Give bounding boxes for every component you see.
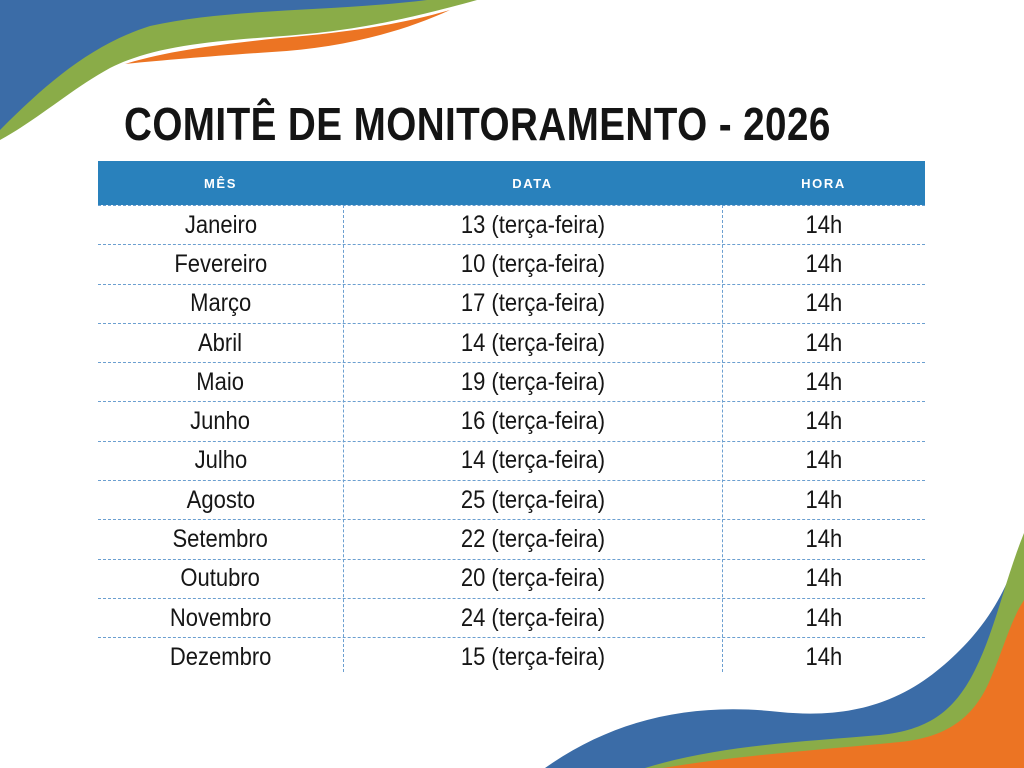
table-row: Dezembro 15 (terça-feira) 14h [98, 637, 925, 676]
date-cell: 19 (terça-feira) [343, 367, 722, 396]
date-cell-text: 10 (terça-feira) [460, 249, 605, 278]
time-cell: 14h [722, 409, 925, 434]
date-cell: 14 (terça-feira) [343, 448, 722, 473]
time-cell-text: 14h [805, 525, 842, 554]
time-cell: 14h [722, 566, 925, 591]
month-cell-text: Abril [198, 328, 243, 357]
month-cell-text: Novembro [169, 603, 272, 632]
time-cell-text: 14h [805, 407, 842, 436]
date-cell-text: 22 (terça-feira) [460, 525, 605, 554]
time-cell-text: 14h [805, 249, 842, 278]
month-cell-text: Dezembro [169, 642, 272, 671]
date-cell-text: 24 (terça-feira) [460, 603, 605, 632]
month-cell-text: Junho [190, 407, 251, 436]
month-cell: Janeiro [98, 210, 343, 239]
column-header-time: HORA [801, 175, 846, 191]
month-cell-text: Outubro [180, 564, 261, 593]
time-cell: 14h [722, 328, 925, 357]
date-cell: 10 (terça-feira) [343, 249, 722, 278]
time-cell: 14h [722, 291, 925, 316]
month-cell: Março [98, 291, 343, 316]
time-cell: 14h [722, 448, 925, 473]
date-cell-text: 25 (terça-feira) [460, 485, 605, 514]
column-divider-1 [343, 205, 344, 672]
month-cell: Fevereiro [98, 249, 343, 278]
month-cell-text: Julho [194, 446, 247, 475]
month-cell: Setembro [98, 527, 343, 552]
table-header-row: MÊS DATA HORA [98, 161, 925, 205]
time-cell-text: 14h [805, 328, 842, 357]
month-cell-text: Fevereiro [174, 249, 267, 278]
date-cell-text: 16 (terça-feira) [460, 407, 605, 436]
month-cell-text: Agosto [186, 485, 255, 514]
table-body: Janeiro 13 (terça-feira) 14h Fevereiro 10 (t… [98, 205, 925, 677]
time-cell: 14h [722, 642, 925, 671]
month-cell: Julho [98, 448, 343, 473]
page-title: COMITÊ DE MONITORAMENTO - 2026 [124, 98, 831, 150]
date-cell: 22 (terça-feira) [343, 527, 722, 552]
date-cell: 24 (terça-feira) [343, 603, 722, 632]
time-cell-text: 14h [805, 564, 842, 593]
time-cell: 14h [722, 367, 925, 396]
date-cell: 14 (terça-feira) [343, 328, 722, 357]
time-cell-text: 14h [805, 367, 842, 396]
month-cell: Maio [98, 367, 343, 396]
column-header-date: DATA [512, 175, 553, 191]
table-row: Novembro 24 (terça-feira) 14h [98, 597, 925, 637]
time-cell: 14h [722, 210, 925, 239]
date-cell-text: 15 (terça-feira) [460, 642, 605, 671]
time-cell-text: 14h [805, 446, 842, 475]
table-row: Setembro 22 (terça-feira) 14h [98, 519, 925, 558]
date-cell-text: 17 (terça-feira) [460, 289, 605, 318]
schedule-table: MÊS DATA HORA Janeiro 13 (terça-feira) 14h… [98, 161, 925, 677]
date-cell-text: 14 (terça-feira) [460, 328, 605, 357]
time-cell-text: 14h [805, 485, 842, 514]
time-cell-text: 14h [805, 210, 842, 239]
date-cell: 20 (terça-feira) [343, 566, 722, 591]
month-cell: Dezembro [98, 642, 343, 671]
month-cell: Junho [98, 409, 343, 434]
time-cell-text: 14h [805, 642, 842, 671]
table-row: Fevereiro 10 (terça-feira) 14h [98, 244, 925, 283]
month-cell: Agosto [98, 485, 343, 514]
month-cell-text: Março [189, 289, 252, 318]
month-cell: Abril [98, 328, 343, 357]
column-header-month: MÊS [204, 175, 237, 191]
date-cell: 13 (terça-feira) [343, 210, 722, 239]
date-cell: 25 (terça-feira) [343, 485, 722, 514]
date-cell-text: 14 (terça-feira) [460, 446, 605, 475]
table-row: Maio 19 (terça-feira) 14h [98, 362, 925, 401]
date-cell: 16 (terça-feira) [343, 409, 722, 434]
month-cell-text: Setembro [172, 525, 269, 554]
date-cell-text: 20 (terça-feira) [460, 564, 605, 593]
table-row: Junho 16 (terça-feira) 14h [98, 401, 925, 440]
time-cell-text: 14h [805, 603, 842, 632]
table-row: Março 17 (terça-feira) 14h [98, 283, 925, 323]
table-row: Outubro 20 (terça-feira) 14h [98, 558, 925, 598]
time-cell: 14h [722, 603, 925, 632]
time-cell: 14h [722, 485, 925, 514]
time-cell: 14h [722, 249, 925, 278]
month-cell: Outubro [98, 566, 343, 591]
month-cell: Novembro [98, 603, 343, 632]
table-row: Julho 14 (terça-feira) 14h [98, 440, 925, 480]
table-row: Janeiro 13 (terça-feira) 14h [98, 205, 925, 244]
column-divider-2 [722, 205, 723, 672]
month-cell-text: Maio [196, 367, 245, 396]
table-row: Abril 14 (terça-feira) 14h [98, 322, 925, 362]
date-cell-text: 13 (terça-feira) [460, 210, 605, 239]
date-cell-text: 19 (terça-feira) [460, 367, 605, 396]
month-cell-text: Janeiro [184, 210, 257, 239]
wave-orange-shape [125, 10, 450, 64]
time-cell-text: 14h [805, 289, 842, 318]
table-row: Agosto 25 (terça-feira) 14h [98, 480, 925, 519]
date-cell: 15 (terça-feira) [343, 642, 722, 671]
time-cell: 14h [722, 527, 925, 552]
date-cell: 17 (terça-feira) [343, 291, 722, 316]
